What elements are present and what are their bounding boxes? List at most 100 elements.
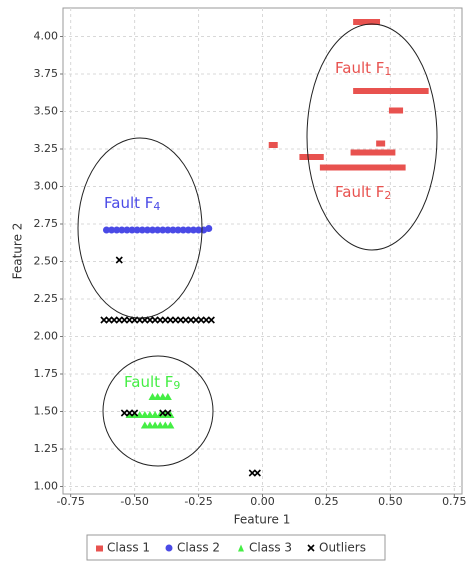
y-tick-label: 2.50 xyxy=(34,255,59,268)
y-tick-label: 3.25 xyxy=(34,142,59,155)
point xyxy=(409,88,419,94)
y-tick-label: 1.25 xyxy=(34,442,59,455)
point xyxy=(383,88,393,94)
point xyxy=(376,149,386,156)
point xyxy=(149,226,157,234)
point xyxy=(131,409,139,417)
annotation-subscript: 2 xyxy=(384,189,391,202)
point xyxy=(130,411,139,418)
point xyxy=(151,411,160,418)
point xyxy=(195,226,203,234)
point xyxy=(304,154,314,160)
annotation: Fault F4 xyxy=(104,194,160,214)
x-tick-label: 0.00 xyxy=(250,495,275,508)
point xyxy=(330,164,340,171)
point xyxy=(314,154,324,160)
legend xyxy=(86,534,386,561)
point xyxy=(158,393,167,400)
point xyxy=(133,226,141,234)
y-tick-label: 1.50 xyxy=(34,405,59,418)
point xyxy=(355,164,365,171)
point xyxy=(174,226,182,234)
point xyxy=(358,88,368,94)
point xyxy=(371,19,381,25)
point xyxy=(163,393,172,400)
point xyxy=(189,226,197,234)
point xyxy=(363,88,373,94)
annotation: Fault F2 xyxy=(335,183,391,203)
y-tick-label: 2.75 xyxy=(34,217,59,230)
point xyxy=(166,421,175,429)
legend-label: Class 1 xyxy=(107,541,150,555)
point xyxy=(355,149,365,156)
y-tick-label: 3.00 xyxy=(34,180,59,193)
point xyxy=(350,149,360,156)
y-tick-label: 3.50 xyxy=(34,105,59,118)
x-tick-label: -0.75 xyxy=(56,495,84,508)
fault-ellipses xyxy=(77,23,438,467)
point xyxy=(350,164,360,171)
annotation-subscript: 4 xyxy=(153,200,160,213)
annotation-subscript: 9 xyxy=(173,379,180,392)
point xyxy=(353,88,363,94)
point xyxy=(151,421,160,429)
y-tick-label: 4.00 xyxy=(34,30,59,43)
point xyxy=(125,411,134,418)
point xyxy=(145,421,154,429)
legend-entries: Class 1 Class 2 Class 3 Outliers xyxy=(96,541,366,555)
point xyxy=(205,225,213,232)
ellipse xyxy=(306,23,438,251)
marks xyxy=(100,19,429,477)
legend-swatch xyxy=(238,544,244,552)
point xyxy=(399,88,409,94)
point xyxy=(353,19,363,25)
point xyxy=(381,164,391,171)
point xyxy=(138,226,146,234)
x-tick-label: 0.25 xyxy=(314,495,339,508)
point xyxy=(118,226,126,234)
point xyxy=(386,164,396,171)
point xyxy=(394,88,404,94)
point xyxy=(115,256,123,264)
point xyxy=(179,226,187,234)
y-tick-label: 1.75 xyxy=(34,367,59,380)
annotation-text: Fault F xyxy=(335,183,384,201)
x-tick-label: -0.25 xyxy=(184,495,212,508)
point xyxy=(363,19,373,25)
grid xyxy=(63,8,462,494)
annotation-subscript: 1 xyxy=(384,65,391,78)
point xyxy=(365,149,375,156)
point xyxy=(365,164,375,171)
point xyxy=(376,140,386,147)
point xyxy=(373,88,383,94)
annotation-text: Fault F xyxy=(335,59,384,77)
annotation: Fault F1 xyxy=(335,59,391,79)
point xyxy=(388,88,398,94)
point xyxy=(414,88,424,94)
point xyxy=(335,164,345,171)
point xyxy=(419,88,429,94)
point xyxy=(135,411,144,418)
point xyxy=(299,154,309,160)
point xyxy=(143,226,151,234)
y-tick-label: 3.75 xyxy=(34,67,59,80)
point xyxy=(371,164,381,171)
point xyxy=(156,421,165,429)
x-tick-label: -0.50 xyxy=(120,495,148,508)
point xyxy=(396,164,406,171)
point xyxy=(371,149,381,156)
point xyxy=(159,226,167,234)
point xyxy=(381,149,391,156)
point xyxy=(153,393,162,400)
x-tick-label: 0.75 xyxy=(442,495,467,508)
y-tick-label: 1.00 xyxy=(34,480,59,493)
legend-label: Class 2 xyxy=(177,541,220,555)
point xyxy=(128,226,136,234)
point xyxy=(169,226,177,234)
annotation: Fault F9 xyxy=(124,373,180,393)
y-tick-label: 2.00 xyxy=(34,330,59,343)
point xyxy=(358,19,368,25)
point xyxy=(325,164,334,171)
point xyxy=(145,411,154,418)
